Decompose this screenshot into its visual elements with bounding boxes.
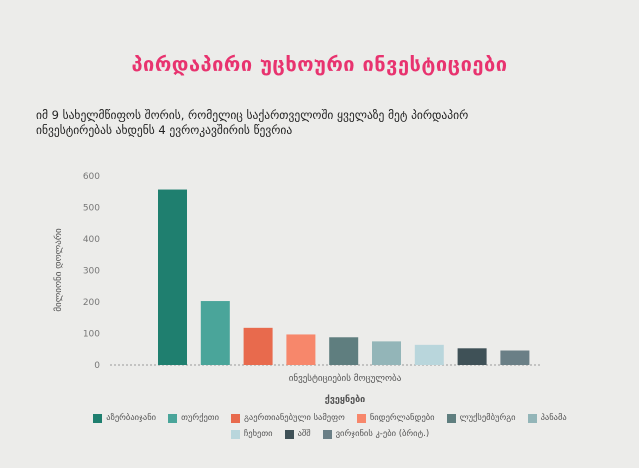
- subtitle-line-1: იმ 9 სახელმწიფოს შორის, რომელიც საქართვე…: [36, 108, 469, 122]
- legend-item-8: აშშ: [284, 429, 311, 439]
- y-tick-label: 500: [83, 204, 100, 214]
- y-axis-title: მილიონი დოლარი: [53, 228, 64, 312]
- y-tick-label: 100: [83, 330, 100, 340]
- legend-item-2: თურქეთი: [168, 413, 219, 423]
- legend-swatch: [527, 413, 537, 423]
- subtitle-line-2: ინვესტირებას ახდენს 4 ევროკავშირის წევრი…: [36, 123, 293, 137]
- legend-label: ნიდერლანდები: [369, 413, 435, 423]
- legend-label: პანამა: [540, 413, 567, 423]
- bar-9: [500, 350, 530, 365]
- legend-label: ვირჯინის კ-ები (ბრიტ.): [335, 429, 430, 439]
- legend-label: აშშ: [297, 429, 311, 439]
- legend-item-6: პანამა: [527, 413, 567, 423]
- legend-item-5: ლუქსემბურგი: [446, 413, 516, 423]
- chart-subtitle: იმ 9 სახელმწიფოს შორის, რომელიც საქართვე…: [36, 108, 596, 138]
- legend-swatch: [93, 413, 103, 423]
- legend-item-9: ვირჯინის კ-ები (ბრიტ.): [322, 429, 430, 439]
- legend-label: გაერთიანებული სამეფო: [243, 413, 345, 423]
- chart-title: პირდაპირი უცხოური ინვესტიციები: [131, 52, 508, 76]
- bar-2: [200, 301, 230, 365]
- bar-6: [372, 341, 401, 365]
- legend-swatch: [356, 413, 366, 423]
- legend-swatch: [284, 429, 294, 439]
- y-tick-label: 600: [83, 172, 100, 182]
- x-axis-title: ქვეყნები: [325, 395, 365, 405]
- legend-item-4: ნიდერლანდები: [356, 413, 435, 423]
- chart-legend: აზერბაიჯანი თურქეთი გაერთიანებული სამეფო ნი…: [60, 413, 600, 445]
- legend-swatch: [168, 413, 178, 423]
- bar-7: [414, 344, 444, 365]
- legend-swatch: [230, 429, 240, 439]
- category-axis-label: ინვესტიციების მოცულობა: [289, 373, 402, 384]
- legend-row: ჩეხეთი აშშ ვირჯინის კ-ები (ბრიტ.): [60, 429, 600, 439]
- legend-item-3: გაერთიანებული სამეფო: [230, 413, 345, 423]
- y-tick-label: 200: [83, 298, 100, 308]
- legend-label: თურქეთი: [181, 413, 219, 423]
- legend-item-1: აზერბაიჯანი: [93, 413, 156, 423]
- bar-3: [243, 327, 273, 365]
- legend-item-7: ჩეხეთი: [230, 429, 273, 439]
- legend-label: ჩეხეთი: [243, 429, 273, 439]
- legend-swatch: [322, 429, 332, 439]
- legend-swatch: [230, 413, 240, 423]
- legend-row: აზერბაიჯანი თურქეთი გაერთიანებული სამეფო ნი…: [60, 413, 600, 423]
- y-tick-label: 400: [83, 235, 100, 245]
- legend-label: ლუქსემბურგი: [459, 413, 516, 423]
- bar-4: [286, 334, 316, 365]
- y-tick-label: 0: [94, 361, 100, 371]
- bar-5: [329, 337, 359, 365]
- legend-swatch: [446, 413, 456, 423]
- legend-label: აზერბაიჯანი: [106, 413, 157, 423]
- bar-8: [457, 348, 487, 365]
- bar-1: [158, 189, 187, 365]
- y-tick-label: 300: [83, 267, 100, 277]
